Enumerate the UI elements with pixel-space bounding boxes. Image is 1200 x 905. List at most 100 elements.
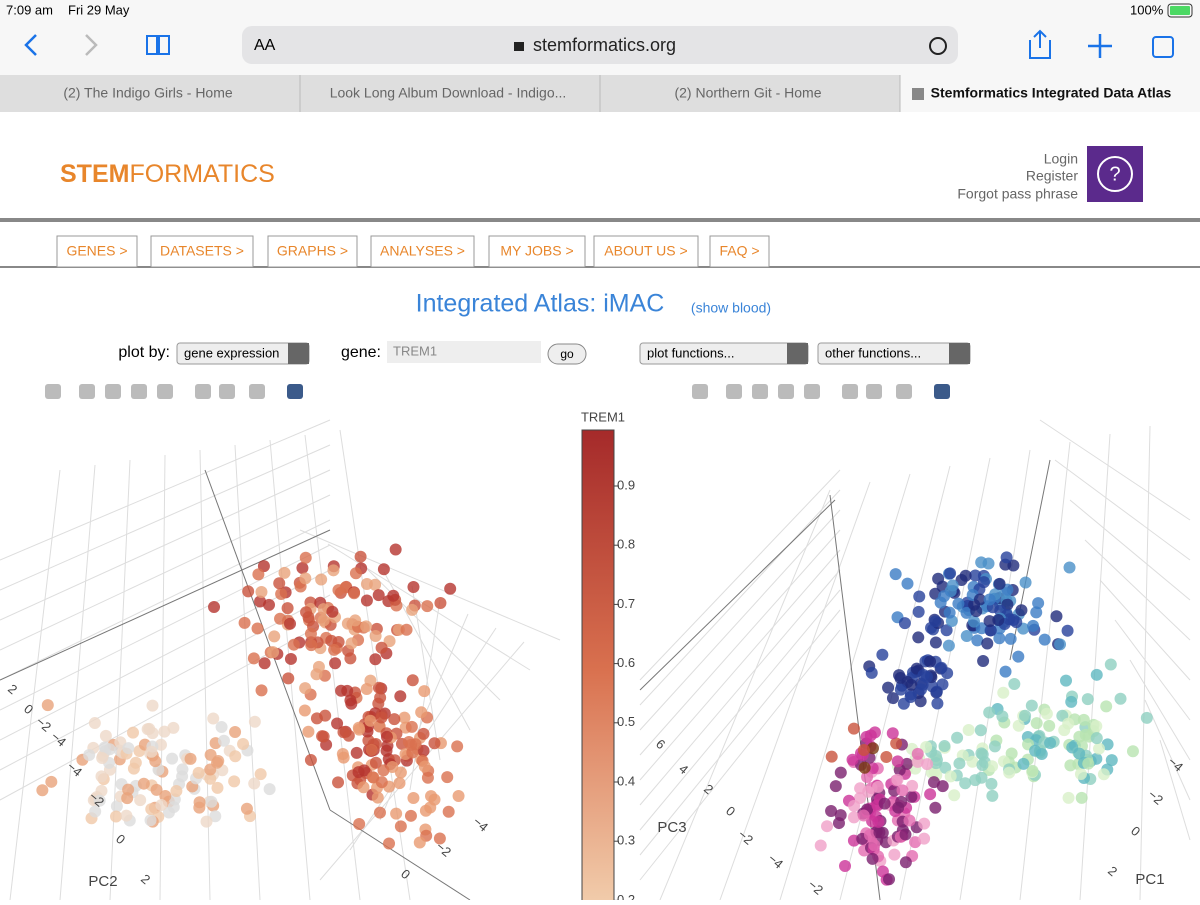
modebar-button[interactable] <box>105 384 121 399</box>
scatter-point <box>1077 713 1090 726</box>
modebar-button[interactable] <box>79 384 95 399</box>
bookmarks-button[interactable] <box>146 35 170 55</box>
reload-button[interactable] <box>929 37 947 55</box>
modebar-button[interactable] <box>249 384 265 399</box>
nav-button[interactable] <box>370 235 475 268</box>
nav-button[interactable] <box>593 235 699 268</box>
scatter-point <box>126 726 139 739</box>
modebar-button[interactable] <box>131 384 147 399</box>
scatter-point <box>829 780 842 793</box>
scatter-point <box>973 593 986 606</box>
grid-line <box>839 465 951 901</box>
scatter-point <box>1064 759 1077 772</box>
scatter-point <box>298 704 311 717</box>
scatter-point <box>284 652 297 665</box>
modebar-button[interactable] <box>287 384 303 399</box>
text-size-button[interactable]: AA <box>254 37 276 54</box>
nav-button[interactable] <box>150 235 254 268</box>
colorbar-tick-label: 0.3 <box>617 833 635 848</box>
grid-line <box>159 454 166 901</box>
scatter-point <box>393 777 406 790</box>
scatter-point <box>238 616 251 629</box>
scatter-point <box>390 807 403 820</box>
scatter-point <box>924 655 937 668</box>
tabs-button[interactable] <box>1152 36 1174 58</box>
lock-icon <box>514 42 524 51</box>
help-button[interactable] <box>1087 146 1143 202</box>
scatter-point <box>944 770 957 783</box>
scatter-point <box>360 577 373 590</box>
modebar-button[interactable] <box>45 384 61 399</box>
battery-level <box>1170 6 1190 15</box>
tab-title[interactable]: Look Long Album Download - Indigo... <box>330 85 567 101</box>
scatter-point <box>155 798 168 811</box>
modebar-button[interactable] <box>934 384 950 399</box>
scatter-point <box>170 785 183 798</box>
modebar-button[interactable] <box>896 384 912 399</box>
grid-line <box>1159 739 1191 841</box>
scatter-point <box>1062 717 1075 730</box>
scatter-point <box>1097 768 1110 781</box>
forward-button[interactable] <box>85 34 98 56</box>
show-blood-link[interactable]: (show blood) <box>691 300 771 316</box>
tab-title[interactable]: (2) Northern Git - Home <box>674 85 821 101</box>
address-bar[interactable] <box>242 26 958 64</box>
scatter-point <box>373 806 386 819</box>
scatter-point <box>862 785 875 798</box>
scatter-point <box>857 809 870 822</box>
scatter-point <box>1027 619 1040 632</box>
scatter-point <box>369 653 382 666</box>
nav-button[interactable] <box>709 235 770 268</box>
scatter-point <box>868 839 881 852</box>
modebar-button[interactable] <box>842 384 858 399</box>
grid-line <box>9 469 61 901</box>
gene-input[interactable] <box>387 341 541 363</box>
grid-line <box>0 569 331 741</box>
scatter-point <box>857 743 870 756</box>
active-tab[interactable] <box>900 75 1200 112</box>
modebar-button[interactable] <box>752 384 768 399</box>
scatter-point <box>417 744 430 757</box>
nav-button[interactable] <box>488 235 586 268</box>
scatter-point <box>899 828 912 841</box>
register-link[interactable]: Register <box>1026 168 1078 184</box>
scatter-point <box>834 809 847 822</box>
modebar-button[interactable] <box>778 384 794 399</box>
share-button[interactable] <box>1029 29 1051 59</box>
scatter-point <box>145 803 158 816</box>
scatter-point <box>1073 747 1086 760</box>
scatter-point <box>971 634 984 647</box>
nav-button[interactable] <box>56 235 138 268</box>
modebar-button[interactable] <box>692 384 708 399</box>
tab-title[interactable]: (2) The Indigo Girls - Home <box>63 85 233 101</box>
scatter-point <box>930 757 943 770</box>
scatter-point <box>985 777 998 790</box>
modebar-button[interactable] <box>195 384 211 399</box>
scatter-point <box>1030 717 1043 730</box>
scatter-point <box>93 794 106 807</box>
scatter-point <box>110 810 123 823</box>
modebar-button[interactable] <box>726 384 742 399</box>
forgot-link[interactable]: Forgot pass phrase <box>957 186 1078 202</box>
modebar-button[interactable] <box>219 384 235 399</box>
scatter-point <box>977 576 990 589</box>
modebar-button[interactable] <box>157 384 173 399</box>
scatter-point <box>1050 610 1063 623</box>
go-button[interactable] <box>547 343 587 365</box>
scatter-point <box>215 721 228 734</box>
modebar-button[interactable] <box>866 384 882 399</box>
tab-title[interactable]: Stemformatics Integrated Data Atlas <box>931 85 1172 101</box>
scatter-point <box>888 848 901 861</box>
login-link[interactable]: Login <box>1044 151 1078 167</box>
scatter-point <box>959 777 972 790</box>
scatter-point <box>1075 791 1088 804</box>
close-tab[interactable] <box>912 88 924 100</box>
modebar-button[interactable] <box>804 384 820 399</box>
nav-label: GRAPHS > <box>277 243 348 259</box>
new-tab-button[interactable] <box>1088 34 1112 58</box>
scatter-point <box>960 606 973 619</box>
nav-button[interactable] <box>267 235 358 268</box>
back-button[interactable] <box>24 34 37 56</box>
scatter-point <box>146 727 159 740</box>
